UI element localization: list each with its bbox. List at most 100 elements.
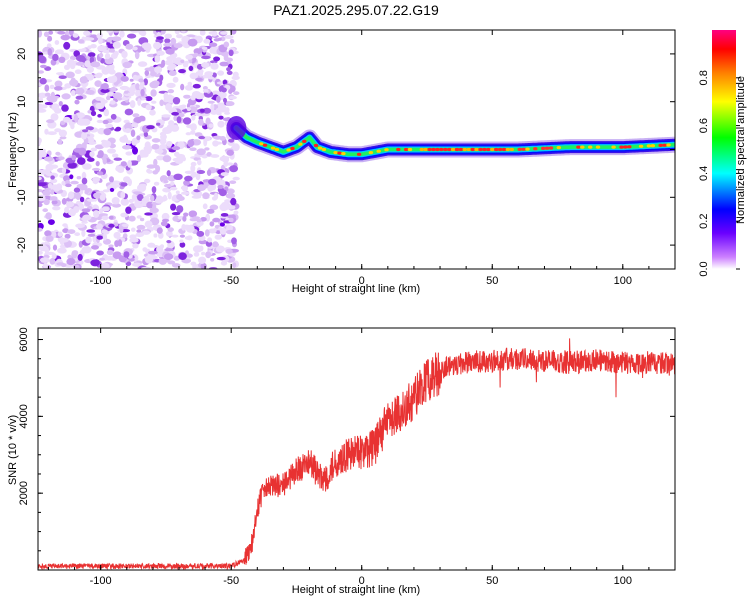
- noise-blob: [101, 215, 109, 221]
- noise-blob: [92, 176, 100, 183]
- noise-blob: [160, 30, 166, 35]
- noise-blob: [143, 131, 149, 137]
- noise-blob: [75, 95, 84, 100]
- noise-blob: [225, 205, 236, 210]
- noise-blob: [61, 104, 69, 112]
- noise-blob: [142, 230, 151, 235]
- noise-blob: [170, 181, 175, 186]
- noise-blob: [164, 33, 172, 39]
- noise-blob: [45, 163, 54, 171]
- noise-blob: [131, 227, 136, 232]
- noise-blob: [171, 263, 181, 268]
- ridge-hotspot: [462, 147, 467, 152]
- noise-blob: [60, 34, 71, 41]
- noise-blob: [181, 258, 192, 264]
- noise-blob: [190, 123, 197, 131]
- noise-blob: [213, 56, 221, 62]
- noise-blob: [101, 206, 110, 212]
- noise-blob: [74, 264, 80, 269]
- ridge-hotspot: [541, 146, 546, 150]
- noise-blob: [126, 140, 132, 145]
- noise-blob: [105, 123, 113, 129]
- snr-frame: [37, 327, 676, 571]
- noise-blob: [85, 89, 95, 95]
- noise-blob: [232, 262, 237, 268]
- noise-blob: [202, 192, 210, 200]
- noise-blob: [139, 84, 144, 91]
- noise-blob: [106, 30, 113, 33]
- noise-blob: [191, 195, 202, 199]
- noise-blob: [47, 219, 55, 226]
- noise-blob: [49, 258, 56, 265]
- noise-blob: [94, 144, 105, 150]
- noise-blob: [230, 30, 237, 35]
- noise-blob: [111, 180, 121, 185]
- ridge-hotspot: [356, 152, 362, 156]
- noise-blob: [168, 63, 177, 69]
- noise-blob: [120, 86, 127, 90]
- noise-blob: [87, 157, 95, 162]
- noise-blob: [137, 98, 142, 106]
- x-tick-label: 50: [486, 275, 498, 287]
- noise-blob: [119, 97, 129, 101]
- noise-blob: [139, 149, 146, 155]
- noise-blob: [197, 118, 204, 126]
- noise-blob: [187, 139, 195, 147]
- noise-blob: [129, 100, 136, 109]
- noise-blob: [47, 131, 57, 136]
- noise-blob: [100, 58, 106, 64]
- ridge-hotspot: [454, 147, 460, 152]
- noise-blob: [176, 205, 184, 214]
- noise-blob: [51, 200, 58, 205]
- noise-blob: [223, 97, 227, 103]
- noise-blob: [115, 126, 122, 131]
- noise-blob: [188, 65, 194, 72]
- noise-blob: [146, 125, 155, 130]
- noise-blob: [66, 258, 76, 266]
- noise-blob: [204, 229, 210, 237]
- noise-blob: [215, 245, 225, 253]
- noise-blob: [81, 133, 87, 140]
- noise-blob: [75, 55, 86, 62]
- noise-blob: [49, 84, 55, 90]
- noise-blob: [211, 196, 218, 201]
- ridge-hotspot: [662, 143, 667, 147]
- noise-blob: [82, 163, 92, 170]
- noise-blob: [161, 212, 170, 221]
- noise-blob: [198, 70, 203, 77]
- noise-blob: [120, 212, 129, 218]
- noise-blob: [208, 178, 217, 186]
- noise-blob: [161, 114, 171, 118]
- noise-blob: [81, 48, 87, 52]
- noise-blob: [221, 87, 227, 93]
- noise-blob: [217, 184, 224, 189]
- noise-blob: [130, 129, 136, 137]
- noise-blob: [150, 89, 157, 97]
- noise-blob: [180, 59, 185, 63]
- noise-blob: [103, 128, 112, 136]
- noise-blob: [77, 157, 86, 165]
- ridge-hotspot: [611, 145, 616, 149]
- colorbar: 0.0 0.2 0.4 0.6 0.8 Normalized spectral ampl…: [698, 30, 747, 277]
- ridge-hotspot: [533, 147, 538, 151]
- noise-blob: [184, 170, 194, 174]
- noise-blob: [132, 146, 138, 155]
- noise-blob: [135, 83, 140, 91]
- noise-blob: [82, 129, 89, 133]
- noise-blob: [45, 212, 52, 220]
- noise-blob: [48, 96, 58, 103]
- noise-blob: [183, 94, 191, 99]
- noise-blob: [116, 97, 122, 101]
- noise-blob: [196, 148, 206, 156]
- noise-blob: [153, 41, 162, 50]
- noise-blob: [183, 212, 189, 217]
- chart-title: PAZ1.2025.295.07.22.G19: [273, 2, 439, 18]
- colorbar-tick-label: 0.6: [698, 118, 710, 133]
- colorbar-ticks: 0.0 0.2 0.4 0.6 0.8: [698, 70, 740, 277]
- noise-blob: [219, 227, 227, 235]
- noise-blob: [121, 223, 129, 227]
- noise-blob: [176, 116, 182, 124]
- ridge-hotspot: [270, 146, 276, 150]
- noise-blob: [215, 95, 221, 103]
- noise-blob: [44, 246, 50, 255]
